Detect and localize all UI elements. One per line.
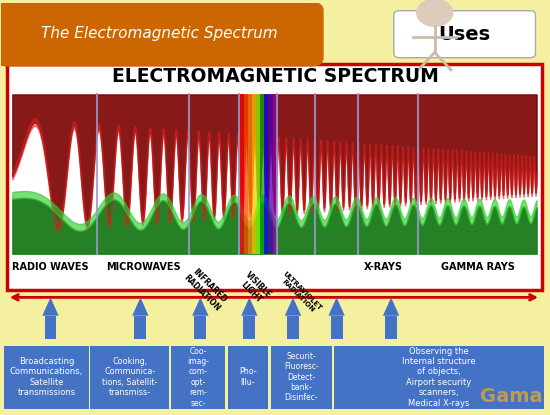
Text: ULTRAVIOLET
RADIATION: ULTRAVIOLET RADIATION	[277, 270, 323, 316]
Bar	[4, 346, 89, 409]
Circle shape	[417, 0, 453, 26]
Polygon shape	[328, 298, 345, 316]
Text: MICROWAVES: MICROWAVES	[106, 262, 180, 272]
Text: Cooking,
Communica-
tions, Satellit-
transmiss-: Cooking, Communica- tions, Satellit- tra…	[102, 357, 157, 397]
Bar	[271, 346, 332, 409]
Text: Securit-
Fluoresc-
Detect-
bank-
Disinfec-: Securit- Fluoresc- Detect- bank- Disinfe…	[284, 352, 319, 403]
Bar	[252, 95, 256, 254]
Bar	[90, 346, 169, 409]
FancyBboxPatch shape	[394, 11, 536, 58]
Polygon shape	[241, 298, 257, 316]
Bar	[256, 95, 260, 254]
Polygon shape	[132, 298, 148, 316]
Text: ELECTROMAGNETIC SPECTRUM: ELECTROMAGNETIC SPECTRUM	[112, 67, 438, 86]
Text: The Electromagnetic Spectrum: The Electromagnetic Spectrum	[41, 27, 278, 42]
Text: Uses: Uses	[438, 25, 491, 44]
Bar	[171, 346, 226, 409]
Polygon shape	[285, 298, 301, 316]
Polygon shape	[42, 298, 59, 316]
Bar	[273, 95, 277, 254]
Bar	[134, 316, 146, 339]
Text: Broadcasting
Communications,
Satellite
transmissions: Broadcasting Communications, Satellite t…	[10, 357, 83, 397]
Bar	[385, 316, 397, 339]
Text: INFRARED
RADIATION: INFRARED RADIATION	[182, 266, 229, 313]
Bar	[244, 316, 255, 339]
Text: VISIBLE
LIGHT: VISIBLE LIGHT	[236, 270, 273, 307]
Text: GAMMA RAYS: GAMMA RAYS	[441, 262, 515, 272]
Bar	[244, 95, 248, 254]
Text: X-RAYS: X-RAYS	[364, 262, 403, 272]
Bar	[287, 316, 299, 339]
Bar	[7, 64, 542, 290]
Text: Coo-
imag-
com-
opt-
rem-
sec-: Coo- imag- com- opt- rem- sec-	[187, 347, 209, 408]
Bar	[228, 346, 268, 409]
Text: Pho-
Illu-: Pho- Illu-	[239, 367, 257, 387]
Bar	[268, 95, 273, 254]
Text: Observing the
Internal structure
of objects,
Airport security
scanners,
Medical : Observing the Internal structure of obje…	[402, 347, 476, 408]
Polygon shape	[192, 298, 208, 316]
Polygon shape	[383, 298, 399, 316]
Bar	[265, 95, 268, 254]
Bar	[331, 316, 343, 339]
Bar	[45, 316, 57, 339]
FancyBboxPatch shape	[0, 2, 323, 66]
Text: RADIO WAVES: RADIO WAVES	[12, 262, 89, 272]
Bar	[260, 95, 265, 254]
Bar	[194, 316, 206, 339]
Bar	[334, 346, 543, 409]
Bar	[240, 95, 244, 254]
Text: Gama: Gama	[480, 387, 542, 406]
Bar	[248, 95, 252, 254]
